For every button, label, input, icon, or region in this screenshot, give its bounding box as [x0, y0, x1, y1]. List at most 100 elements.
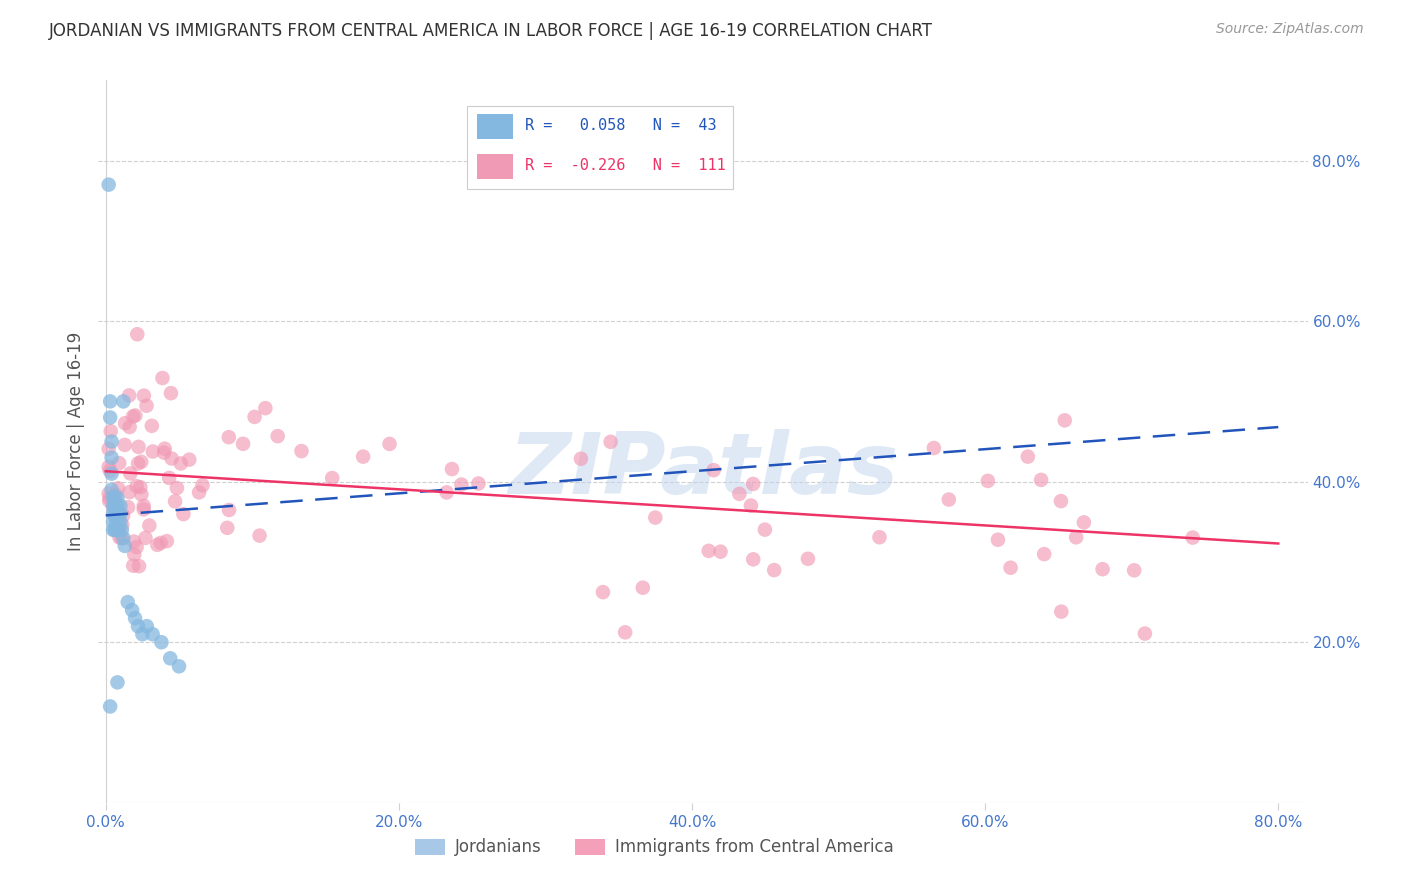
- Text: JORDANIAN VS IMMIGRANTS FROM CENTRAL AMERICA IN LABOR FORCE | AGE 16-19 CORRELAT: JORDANIAN VS IMMIGRANTS FROM CENTRAL AME…: [49, 22, 934, 40]
- FancyBboxPatch shape: [477, 114, 513, 139]
- Point: [111, 517, 134, 532]
- Point: [922, 441, 945, 455]
- Point: [117, 595, 139, 609]
- Point: [440, 462, 463, 476]
- Point: [132, 499, 155, 513]
- Point: [101, 515, 124, 529]
- Point: [128, 440, 150, 454]
- Point: [124, 611, 146, 625]
- Point: [290, 444, 312, 458]
- Point: [644, 510, 666, 524]
- Point: [754, 523, 776, 537]
- Point: [103, 499, 125, 513]
- Point: [1000, 560, 1022, 574]
- Point: [321, 471, 343, 485]
- Point: [131, 627, 153, 641]
- Point: [114, 438, 136, 452]
- Point: [987, 533, 1010, 547]
- Point: [167, 659, 190, 673]
- Point: [1181, 531, 1204, 545]
- Y-axis label: In Labor Force | Age 16-19: In Labor Force | Age 16-19: [66, 332, 84, 551]
- FancyBboxPatch shape: [477, 154, 513, 178]
- Point: [108, 456, 131, 470]
- Point: [129, 455, 152, 469]
- Point: [127, 457, 149, 471]
- Text: ZIPatlas: ZIPatlas: [508, 429, 898, 512]
- Point: [118, 485, 141, 500]
- Point: [631, 581, 654, 595]
- Point: [131, 487, 153, 501]
- Point: [599, 434, 621, 449]
- Point: [450, 477, 472, 491]
- Point: [436, 485, 458, 500]
- Point: [352, 450, 374, 464]
- Point: [100, 467, 122, 481]
- Point: [1133, 626, 1156, 640]
- Point: [797, 551, 820, 566]
- Point: [118, 420, 141, 434]
- Point: [152, 371, 174, 385]
- Point: [97, 178, 120, 192]
- Point: [166, 481, 188, 495]
- Point: [101, 499, 124, 513]
- Point: [170, 457, 193, 471]
- Point: [1091, 562, 1114, 576]
- Point: [709, 544, 731, 558]
- Point: [98, 464, 121, 478]
- Point: [1053, 413, 1076, 427]
- Point: [153, 445, 176, 459]
- Point: [977, 474, 1000, 488]
- Point: [249, 528, 271, 542]
- Point: [938, 492, 960, 507]
- Text: Source: ZipAtlas.com: Source: ZipAtlas.com: [1216, 22, 1364, 37]
- Point: [97, 442, 120, 456]
- Point: [98, 699, 121, 714]
- Point: [191, 478, 214, 492]
- Point: [132, 389, 155, 403]
- Point: [1017, 450, 1039, 464]
- Point: [100, 434, 122, 449]
- Point: [142, 627, 165, 641]
- Point: [105, 515, 128, 529]
- Point: [128, 559, 150, 574]
- Point: [146, 538, 169, 552]
- Point: [103, 507, 125, 521]
- Point: [134, 531, 156, 545]
- Point: [135, 619, 157, 633]
- Point: [142, 444, 165, 458]
- Point: [728, 487, 751, 501]
- Point: [114, 416, 136, 430]
- Point: [118, 388, 141, 402]
- Point: [122, 548, 145, 562]
- FancyBboxPatch shape: [467, 105, 734, 189]
- Point: [1029, 473, 1052, 487]
- Point: [98, 491, 121, 505]
- Point: [266, 429, 288, 443]
- Point: [172, 507, 194, 521]
- Point: [122, 409, 145, 424]
- Point: [156, 534, 179, 549]
- Point: [122, 534, 145, 549]
- Point: [100, 450, 122, 465]
- Point: [138, 518, 160, 533]
- Point: [160, 386, 183, 401]
- Point: [107, 491, 129, 505]
- Point: [218, 503, 240, 517]
- Point: [101, 499, 124, 513]
- Point: [159, 651, 181, 665]
- Point: [243, 409, 266, 424]
- Point: [108, 523, 131, 537]
- Point: [467, 476, 489, 491]
- Point: [150, 635, 173, 649]
- Point: [105, 507, 128, 521]
- Point: [127, 619, 149, 633]
- Point: [125, 479, 148, 493]
- Point: [149, 536, 172, 550]
- Point: [1073, 516, 1095, 530]
- Point: [127, 327, 149, 342]
- Point: [217, 521, 239, 535]
- Point: [254, 401, 277, 416]
- Point: [108, 531, 131, 545]
- Point: [111, 523, 134, 537]
- Point: [188, 485, 211, 500]
